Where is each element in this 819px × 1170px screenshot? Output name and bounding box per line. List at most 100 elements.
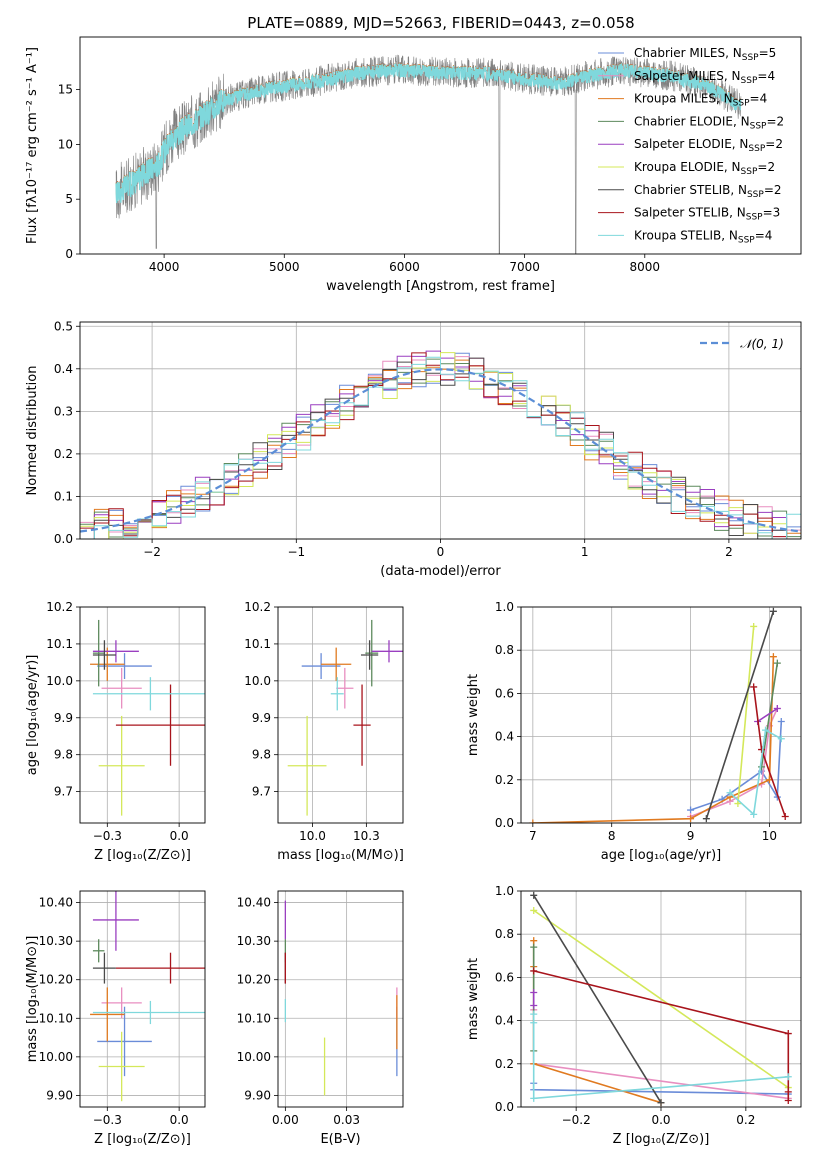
errorbar-point (92, 640, 139, 663)
axes-frame (277, 606, 404, 824)
errorbar-point (92, 939, 105, 963)
legend-subscript: SSP (733, 99, 750, 109)
y-axis-label: Normed distribution (25, 366, 40, 496)
panel-weight-vs-age: 7 8 9 10 0.0 0.2 0.4 0.6 0.8 1.0 age [log₁₀(age/yr… (466, 600, 802, 863)
x-tick-label: 0.00 (272, 1113, 299, 1127)
errorbar-point (97, 1006, 152, 1077)
errorbar-point (92, 1000, 205, 1025)
x-tick-label: 0 (437, 545, 445, 559)
legend-label: Salpeter STELIB, N (634, 206, 746, 220)
weight-series-line (532, 1014, 789, 1100)
y-tick-label: 10.40 (237, 896, 271, 910)
y-tick-label: 9.90 (46, 1088, 73, 1102)
errorbar-point (90, 987, 125, 1042)
grid (278, 606, 403, 823)
legend-entry: Kroupa MILES, NSSP=4 (634, 92, 767, 109)
errorbar-point (115, 684, 205, 766)
weight-point-marker (781, 813, 789, 821)
weight-point-marker (773, 705, 781, 713)
legend-entry: Kroupa STELIB, NSSP=4 (634, 228, 772, 245)
y-axis-label: mass weight (466, 674, 481, 756)
y-tick-label: 0.2 (495, 773, 514, 787)
weight-point-marker (687, 806, 695, 814)
model-spectrum-line (115, 62, 742, 203)
y-tick-label: 0.8 (495, 927, 514, 941)
x-tick-label: 0.0 (170, 1113, 189, 1127)
x-axis-label: age [log₁₀(age/yr)] (601, 848, 722, 863)
plot-area (90, 619, 205, 816)
weight-point-marker (758, 746, 766, 754)
weight-series-line (757, 707, 778, 723)
weight-point-marker (784, 1088, 792, 1096)
plot-area (529, 607, 789, 823)
x-tick-label: 0.2 (736, 1113, 755, 1127)
x-axis-label: mass [log₁₀(M/M⊙)] (277, 848, 404, 863)
legend-subscript: SSP (741, 167, 758, 177)
errorbar-point (101, 667, 142, 709)
legend-value: =2 (765, 137, 783, 151)
x-tick-label: −0.3 (93, 1113, 122, 1127)
y-tick-label: 10.1 (46, 637, 73, 651)
y-tick-label: 0.2 (54, 447, 73, 461)
x-tick-label: 1 (581, 545, 589, 559)
legend-subscript: SSP (748, 144, 765, 154)
y-axis-label: Flux [fλ10⁻¹⁷ erg cm⁻² s⁻¹ A⁻¹] (25, 47, 40, 244)
plot-area (115, 54, 742, 254)
x-tick-label: 6000 (389, 260, 420, 274)
observed-spectrum-line (115, 54, 742, 254)
axes-frame (79, 890, 206, 1108)
weight-point-marker (784, 1073, 792, 1081)
weight-point-marker (777, 717, 785, 725)
legend-value: =2 (764, 183, 782, 197)
x-tick-label: 7 (529, 829, 537, 843)
weight-point-marker (530, 891, 538, 899)
y-tick-label: 0.0 (495, 1100, 514, 1114)
y-tick-label: 10.1 (244, 637, 271, 651)
y-tick-label: 0.4 (495, 1014, 514, 1028)
errorbar-point (92, 677, 205, 711)
plot-area (90, 891, 205, 1102)
legend-label: Chabrier MILES, N (634, 46, 742, 60)
panel-mass-vs-ebv: 0.00 0.03 9.90 10.00 10.10 10.20 10.30 10.40 E(B… (237, 890, 404, 1147)
weight-point-marker (529, 819, 537, 823)
x-tick-label: −0.2 (562, 1113, 591, 1127)
weight-series-line (533, 970, 790, 1101)
x-tick-label: 8000 (630, 260, 661, 274)
y-tick-label: 5 (65, 192, 73, 206)
y-tick-label: 0.1 (54, 489, 73, 503)
weight-point-marker (762, 726, 770, 734)
figure-title: PLATE=0889, MJD=52663, FIBERID=0443, z=0… (247, 14, 634, 32)
y-tick-label: 10.30 (237, 934, 271, 948)
x-tick-label: 2 (725, 545, 733, 559)
x-tick-label: −1 (287, 545, 305, 559)
errorbar-point (321, 647, 352, 681)
legend-value: =4 (755, 228, 773, 242)
legend-value: =3 (763, 206, 781, 220)
weight-point-marker (530, 906, 538, 914)
y-tick-label: 0.6 (495, 686, 514, 700)
legend-subscript: SSP (741, 76, 758, 86)
errorbar-point (92, 952, 116, 984)
y-tick-label: 9.7 (252, 785, 271, 799)
y-tick-label: 10.10 (39, 1011, 73, 1025)
errorbar-point (371, 640, 403, 663)
y-tick-label: 0.0 (54, 532, 73, 546)
x-tick-label: 4000 (149, 260, 180, 274)
legend-entry: Kroupa ELODIE, NSSP=2 (634, 160, 775, 177)
legend-entry: Salpeter MILES, NSSP=4 (634, 69, 775, 86)
x-axis-label: Z [log₁₀(Z/Z⊙)] (94, 1132, 191, 1147)
legend-subscript: SSP (750, 121, 767, 131)
axes-frame (79, 321, 802, 540)
y-tick-label: 9.7 (54, 785, 73, 799)
legend-value: =4 (750, 92, 768, 106)
weight-point-marker (750, 810, 758, 818)
weight-point-marker (750, 622, 758, 630)
normal-curve (80, 368, 801, 533)
errorbar-point (92, 640, 116, 670)
legend-subscript: SSP (747, 190, 764, 200)
errorbar-point (98, 1031, 145, 1102)
x-tick-label: −0.3 (93, 829, 122, 843)
weight-series-line (705, 611, 775, 819)
y-tick-label: 10.00 (39, 1050, 73, 1064)
axes-frame (277, 890, 404, 1108)
